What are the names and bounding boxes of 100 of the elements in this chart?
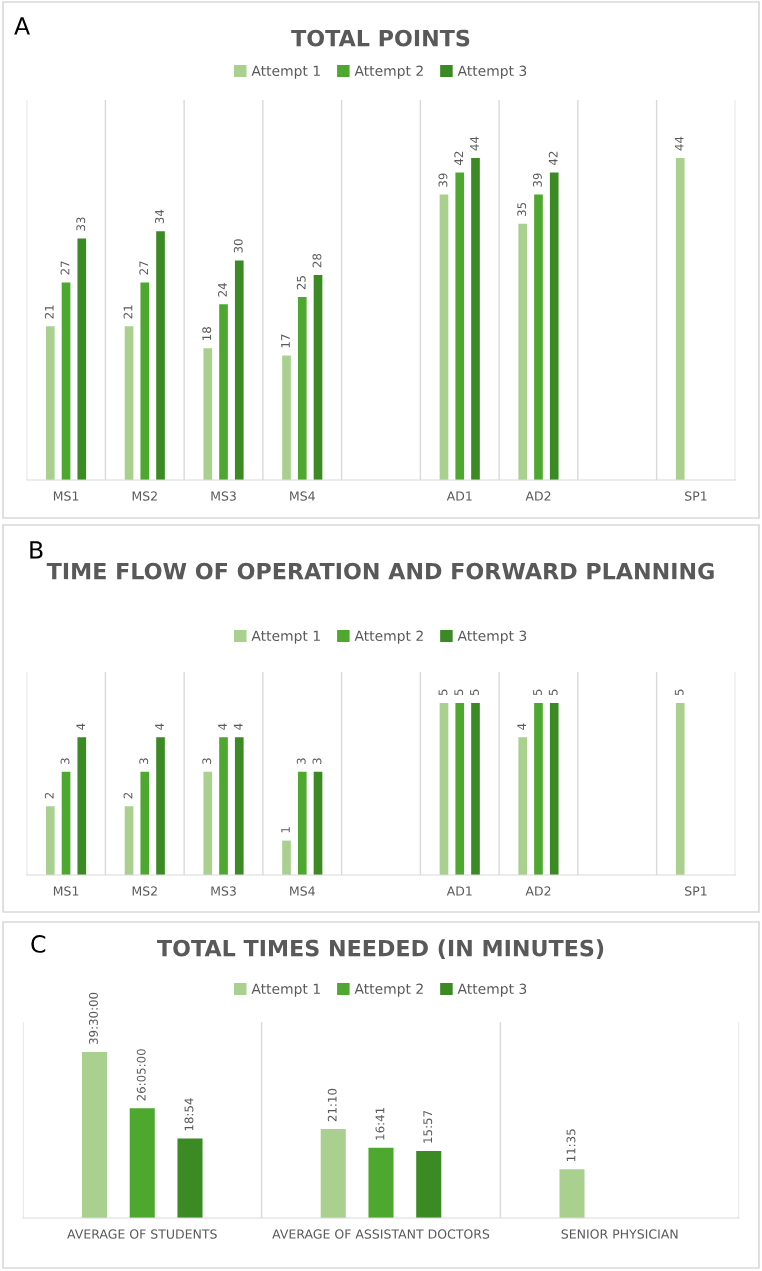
bar: [45, 326, 55, 480]
data-label: 44: [470, 136, 479, 151]
bar: [124, 326, 134, 480]
data-label: 17: [281, 334, 290, 348]
data-label: 24: [218, 283, 227, 297]
bar: [416, 1150, 442, 1218]
x-tick-label: SP1: [685, 491, 707, 501]
text: A: [14, 17, 30, 35]
x-tick-label: MS3: [211, 491, 236, 501]
bar: [203, 348, 213, 480]
data-label: 4: [218, 723, 227, 730]
chart-title: TOTAL POINTS: [291, 29, 470, 47]
bar: [234, 737, 244, 875]
data-label: 34: [155, 209, 164, 224]
data-label: 35: [517, 202, 527, 216]
bar: [77, 737, 87, 875]
data-label: 4: [517, 723, 526, 730]
data-label: 3: [139, 758, 149, 764]
bar: [455, 702, 465, 875]
bar: [282, 355, 291, 480]
bar: [177, 1138, 203, 1218]
bar: [559, 1169, 585, 1218]
data-label: 21:10: [327, 1088, 337, 1122]
data-label: 3: [60, 758, 70, 764]
chart-title: TOTAL TIMES NEEDED (IN MINUTES): [157, 939, 604, 960]
data-label: 28: [312, 253, 322, 268]
x-tick-label: AD2: [525, 491, 551, 501]
legend-label: Attempt 3: [457, 65, 527, 79]
data-label: 4: [76, 723, 86, 730]
data-label: 25: [296, 276, 306, 290]
data-label: 5: [674, 689, 684, 696]
bar: [675, 702, 685, 875]
legend-label: Attempt 1: [251, 630, 320, 644]
bar: [156, 737, 165, 875]
legend-label: Attempt 1: [251, 983, 320, 997]
bar: [61, 282, 71, 480]
legend-label: Attempt 2: [354, 983, 423, 997]
x-tick-label: AD2: [525, 886, 551, 896]
data-label: 33: [76, 217, 86, 231]
bar: [471, 157, 480, 480]
x-tick-label: MS1: [53, 491, 79, 501]
bar: [439, 194, 449, 480]
text: C: [31, 934, 46, 953]
x-tick-label: MS4: [290, 886, 315, 896]
bar: [203, 771, 213, 875]
bar: [156, 231, 165, 480]
bar: [61, 771, 71, 875]
bar: [282, 840, 291, 875]
data-label: 42: [454, 151, 463, 166]
bar: [675, 157, 685, 480]
bar: [518, 737, 528, 875]
data-label: 21: [123, 305, 133, 319]
bar: [297, 771, 307, 875]
x-tick-label: AVERAGE OF ASSISTANT DOCTORS: [272, 1229, 490, 1239]
data-label: 18: [202, 327, 212, 341]
data-label: 2: [123, 792, 133, 799]
x-tick-label: SENIOR PHYSICIAN: [561, 1229, 678, 1239]
data-label: 26:05:00: [136, 1049, 146, 1101]
x-tick-label: AD1: [446, 886, 472, 896]
bar: [471, 702, 480, 875]
bar: [140, 771, 150, 875]
bar: [81, 1051, 108, 1218]
data-label: 42: [548, 151, 558, 166]
x-tick-label: MS1: [53, 886, 79, 896]
bar: [124, 806, 134, 875]
data-label: 11:35: [566, 1129, 576, 1162]
data-label: 39: [532, 173, 542, 187]
bar: [45, 806, 55, 875]
data-label: 27: [139, 261, 149, 275]
data-label: 15:57: [423, 1110, 433, 1143]
x-tick-label: MS2: [132, 491, 157, 501]
bar: [368, 1147, 394, 1218]
bar: [219, 737, 228, 875]
bar: [234, 260, 244, 480]
chart-title: TIME FLOW OF OPERATION AND FORWARD PLANNING: [46, 562, 714, 580]
data-label: 5: [438, 689, 448, 696]
data-label: 30: [233, 239, 243, 253]
data-label: 16:41: [375, 1107, 385, 1140]
x-tick-label: MS3: [211, 886, 236, 896]
data-label: 39:30:00: [88, 992, 98, 1045]
data-label: 3: [312, 758, 322, 764]
x-tick-label: AD1: [446, 491, 472, 501]
bar: [297, 297, 307, 480]
data-label: 4: [233, 723, 243, 730]
legend-label: Attempt 2: [354, 630, 423, 644]
bar: [549, 702, 559, 875]
bar: [320, 1128, 346, 1218]
data-label: 5: [470, 689, 479, 696]
legend-label: Attempt 3: [457, 630, 527, 644]
data-label: 3: [202, 758, 212, 764]
bar: [534, 702, 543, 875]
data-label: 39: [438, 173, 448, 187]
data-label: 2: [44, 792, 54, 799]
data-label: 44: [674, 136, 684, 151]
bar: [313, 275, 323, 480]
legend-label: Attempt 3: [457, 983, 527, 997]
bar: [549, 172, 559, 480]
bar: [140, 282, 150, 480]
x-tick-label: AVERAGE OF STUDENTS: [67, 1229, 217, 1239]
bar: [518, 223, 528, 480]
